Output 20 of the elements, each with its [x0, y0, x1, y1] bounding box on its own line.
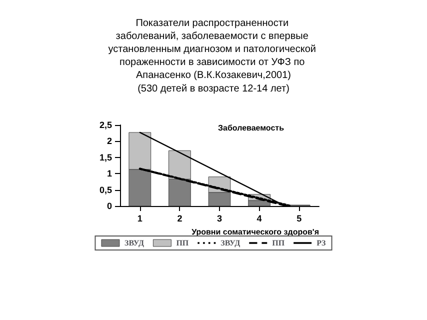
y-tick-label: 2,5	[99, 120, 112, 130]
chart-title: Показатели распространенности заболеваний, заболеваемости с впервые установленным диагнозом и патологической пораженности в зависимости от УФЗ по Апанасенко (В.К.Козакевич,2001)	[108, 18, 319, 81]
y-tick-label: 0,5	[99, 184, 112, 195]
legend-label: ПП	[176, 238, 190, 248]
legend-label: ЗВУД	[124, 238, 144, 248]
x-axis-title: Уровни соматического здоров'я	[192, 228, 320, 236]
x-tick-label: 5	[296, 214, 302, 224]
legend-label: ЗВУД	[220, 238, 241, 248]
legend-label: ПП	[272, 238, 286, 248]
x-tick-label: 1	[137, 214, 142, 224]
y-tick-label: 0	[106, 201, 112, 211]
annotation: Заболеваемость	[218, 124, 284, 132]
y-tick-label: 2	[106, 136, 112, 146]
y-tick-label: 1,5	[99, 152, 112, 162]
legend-label: РЗ	[316, 238, 326, 248]
chart-subtitle: (530 детей в возрасте 12-14 лет)	[138, 84, 290, 94]
x-tick-label: 3	[216, 214, 222, 224]
x-tick-label: 4	[256, 214, 262, 224]
y-tick-label: 1	[106, 168, 112, 179]
x-tick-label: 2	[177, 214, 182, 224]
